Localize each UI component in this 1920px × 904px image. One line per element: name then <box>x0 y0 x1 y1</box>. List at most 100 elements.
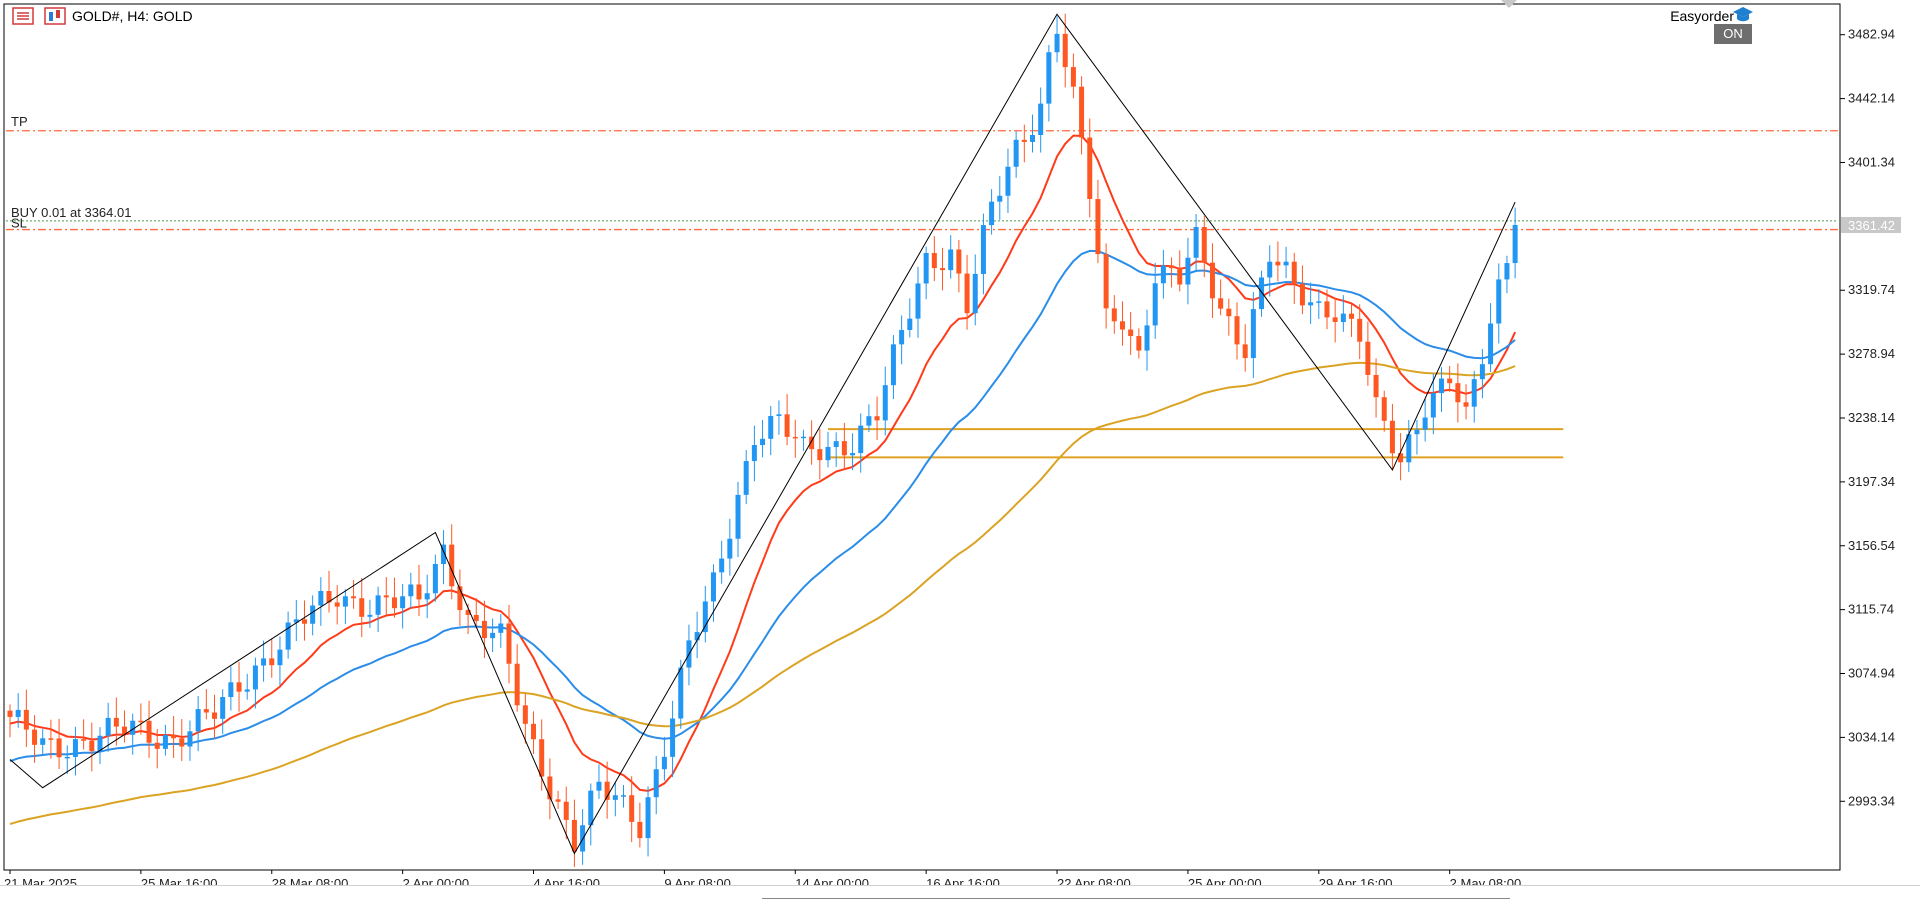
candle-body <box>383 595 389 598</box>
chart-type-icon[interactable] <box>44 7 66 25</box>
candle-body <box>571 819 577 852</box>
candle-body <box>449 544 455 587</box>
candle-body <box>1267 261 1273 278</box>
sl-label: SL <box>11 216 27 231</box>
candle-body <box>948 249 954 271</box>
candle-body <box>154 742 160 749</box>
ea-status-badge[interactable]: ON <box>1714 24 1752 44</box>
horizontal-scrollbar[interactable] <box>762 898 1510 904</box>
candle-body <box>907 318 913 330</box>
candle-body <box>964 273 970 314</box>
candle-body <box>866 416 872 426</box>
candle-body <box>997 195 1003 202</box>
candle-body <box>522 705 528 724</box>
candle-body <box>391 597 397 609</box>
candle-body <box>40 738 46 745</box>
candle-body <box>1414 429 1420 435</box>
menu-icon[interactable] <box>12 7 34 25</box>
candle-body <box>220 697 226 719</box>
candle-body <box>1046 52 1052 104</box>
candle-body <box>1389 420 1395 454</box>
tp-label: TP <box>11 114 28 129</box>
candle-body <box>1087 137 1093 200</box>
candle-body <box>1373 374 1379 398</box>
candle-body <box>751 445 757 462</box>
candle-body <box>285 622 291 650</box>
candle-body <box>989 201 995 226</box>
candle-body <box>1128 329 1134 337</box>
candle-body <box>621 795 626 797</box>
candle-body <box>637 821 643 839</box>
candle-body <box>408 584 414 597</box>
candle-body <box>179 738 185 747</box>
price-tick-label: 3482.94 <box>1848 27 1895 42</box>
candle-body <box>48 738 54 740</box>
candle-body <box>931 253 937 269</box>
candle-body <box>1259 277 1265 310</box>
candle-body <box>269 658 275 666</box>
candle-body <box>1054 33 1060 53</box>
candle-body <box>1021 139 1027 142</box>
candle-body <box>850 453 856 456</box>
candle-body <box>261 658 267 666</box>
zigzag-line <box>9 13 1516 855</box>
candle-body <box>212 712 217 719</box>
candle-body <box>956 249 962 274</box>
price-tags: 3361.42 <box>1841 216 1901 233</box>
candle-body <box>1332 317 1338 323</box>
candle-body <box>702 601 708 633</box>
candle-body <box>923 253 929 284</box>
horizontal-box <box>828 428 1564 459</box>
price-tick-label: 3401.34 <box>1848 154 1895 169</box>
candle-body <box>1381 397 1387 421</box>
candle-body <box>1242 344 1248 359</box>
candle-body <box>195 709 201 732</box>
candle-body <box>539 739 545 777</box>
candle-body <box>874 416 880 421</box>
zigzag-path <box>9 13 1516 855</box>
candle-body <box>809 436 815 450</box>
candle-body <box>1169 265 1175 269</box>
candle-body <box>1152 283 1158 326</box>
candle-body <box>326 591 332 603</box>
candle-body <box>1357 318 1363 342</box>
candle-body <box>1030 134 1035 142</box>
candle-body <box>1308 302 1314 306</box>
candle-body <box>1398 453 1404 463</box>
candle-body <box>72 739 78 757</box>
candle-body <box>432 564 438 594</box>
ea-name: Easyorder <box>1670 8 1734 24</box>
candle-body <box>1226 308 1232 317</box>
candle-body <box>1038 103 1044 135</box>
candle-body <box>563 801 569 820</box>
candle-body <box>1095 199 1101 255</box>
candle-body <box>1005 166 1011 196</box>
candle-body <box>122 726 128 735</box>
candle-body <box>162 735 168 749</box>
candle-body <box>146 720 152 743</box>
chart-header: GOLD#, H4: GOLD Easyorder ON <box>0 0 1838 44</box>
candle-body <box>596 781 602 791</box>
candle-body <box>710 572 716 602</box>
candle-body <box>882 385 888 421</box>
candle-body <box>457 586 463 611</box>
candle-body <box>1111 308 1117 322</box>
candle-body <box>310 605 316 624</box>
candle-body <box>719 558 725 573</box>
candle-body <box>792 436 798 439</box>
candle-body <box>670 718 676 757</box>
candle-body <box>498 623 504 633</box>
price-tick-label: 2993.34 <box>1848 793 1895 808</box>
triangle-down-icon[interactable] <box>1500 0 1518 10</box>
candle-body <box>1365 341 1371 375</box>
candle-body <box>7 710 13 717</box>
price-tick-label: 3197.34 <box>1848 474 1895 489</box>
candle-body <box>81 739 87 741</box>
mortarboard-icon <box>1733 7 1753 22</box>
candle-body <box>473 614 479 621</box>
candle-body <box>244 689 250 692</box>
candle-body <box>972 273 978 314</box>
candle-body <box>1209 262 1215 299</box>
